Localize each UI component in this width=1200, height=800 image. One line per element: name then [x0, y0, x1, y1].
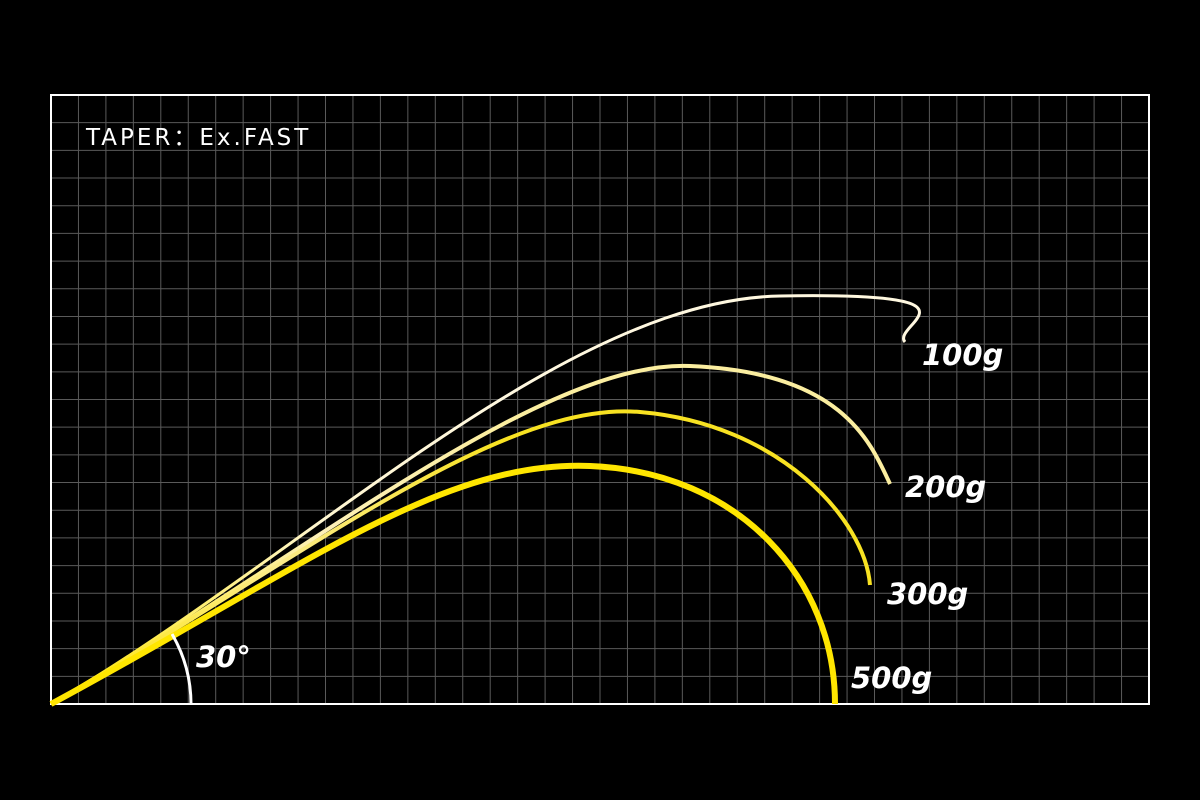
frame	[50, 94, 1150, 705]
angle-arc	[170, 633, 193, 705]
curve-200g	[49, 363, 892, 706]
curve-300g	[49, 409, 872, 706]
curve-label: 500g	[851, 661, 932, 695]
curve-label: 300g	[887, 577, 968, 611]
curve-100g	[50, 294, 921, 706]
curve-label: 100g	[922, 338, 1003, 372]
title: TAPER：Ex.FAST	[85, 125, 311, 151]
angle-label: 30°	[196, 640, 251, 674]
curve-label: 200g	[905, 470, 986, 504]
curve-500g	[49, 462, 838, 707]
